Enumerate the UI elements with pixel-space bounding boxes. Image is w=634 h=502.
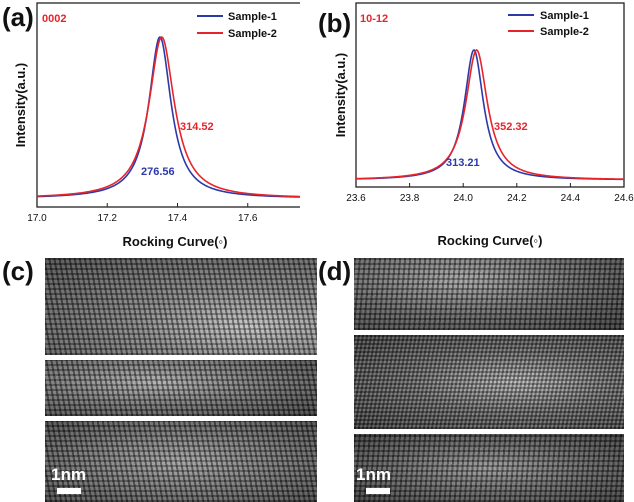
legend: Sample-1 Sample-2 [197, 11, 277, 40]
legend: Sample-1 Sample-2 [508, 10, 589, 38]
micrograph-strip-2 [354, 335, 624, 429]
x-tick-label: 23.6 [346, 193, 366, 204]
legend-label-sample-2: Sample-2 [540, 26, 589, 38]
legend-label-sample-1: Sample-1 [228, 11, 277, 23]
x-tick-label: 17.4 [168, 213, 188, 224]
legend-label-sample-2: Sample-2 [228, 28, 277, 40]
tem-micrograph-d: 1nm [354, 258, 624, 502]
x-tick-label: 17.2 [98, 213, 118, 224]
y-axis-label: Intensity(a.u.) [333, 53, 348, 138]
series-line-sample-2 [355, 49, 625, 180]
micrograph-strip-1 [354, 258, 624, 330]
tem-micrograph-c: 1nm [45, 258, 317, 502]
plot-tag: 10-12 [360, 13, 388, 25]
scale-bar [57, 488, 81, 494]
rocking-curve-chart-0002: 0002 Sample-1 Sample-2 17.017.217.417.61… [13, 2, 300, 249]
micrograph-strip-2 [45, 360, 317, 416]
scale-bar-label: 1nm [51, 465, 86, 484]
x-axis-label: Rocking Curve(◦) [122, 234, 227, 249]
x-tick-label: 17.6 [238, 213, 258, 224]
panel-label-d: (d) [318, 256, 352, 286]
panel-label-a: (a) [2, 2, 34, 32]
plot-frame [355, 2, 625, 188]
fwhm-label-sample-2: 314.52 [180, 121, 214, 133]
fwhm-label-sample-2: 352.32 [494, 121, 528, 133]
panel-label-b: (b) [318, 8, 352, 38]
micrograph-strip-3 [45, 421, 317, 502]
fwhm-label-sample-1: 276.56 [141, 166, 175, 178]
rocking-curve-chart-10-12: 10-12 Sample-1 Sample-2 23.6 23.8 24.0 24.2… [333, 2, 634, 248]
x-tick-label: 24.2 [507, 193, 527, 204]
x-axis-label: Rocking Curve(◦) [437, 233, 542, 248]
series-line-sample-2 [36, 36, 300, 198]
y-axis-label: Intensity(a.u.) [13, 63, 28, 148]
legend-label-sample-1: Sample-1 [540, 10, 589, 22]
x-tick-label: 24.6 [614, 193, 634, 204]
micrograph-strip-3 [354, 434, 624, 502]
micrograph-strip-1 [45, 258, 317, 355]
x-tick-label: 23.8 [400, 193, 420, 204]
fwhm-label-sample-1: 313.21 [446, 157, 480, 169]
scale-bar [366, 488, 390, 494]
scale-bar-label: 1nm [356, 465, 391, 484]
x-tick-label: 17.0 [27, 213, 47, 224]
plot-tag: 0002 [42, 13, 66, 25]
x-tick-label: 24.4 [561, 193, 581, 204]
x-tick-label: 24.0 [453, 193, 473, 204]
panel-label-c: (c) [2, 256, 34, 286]
